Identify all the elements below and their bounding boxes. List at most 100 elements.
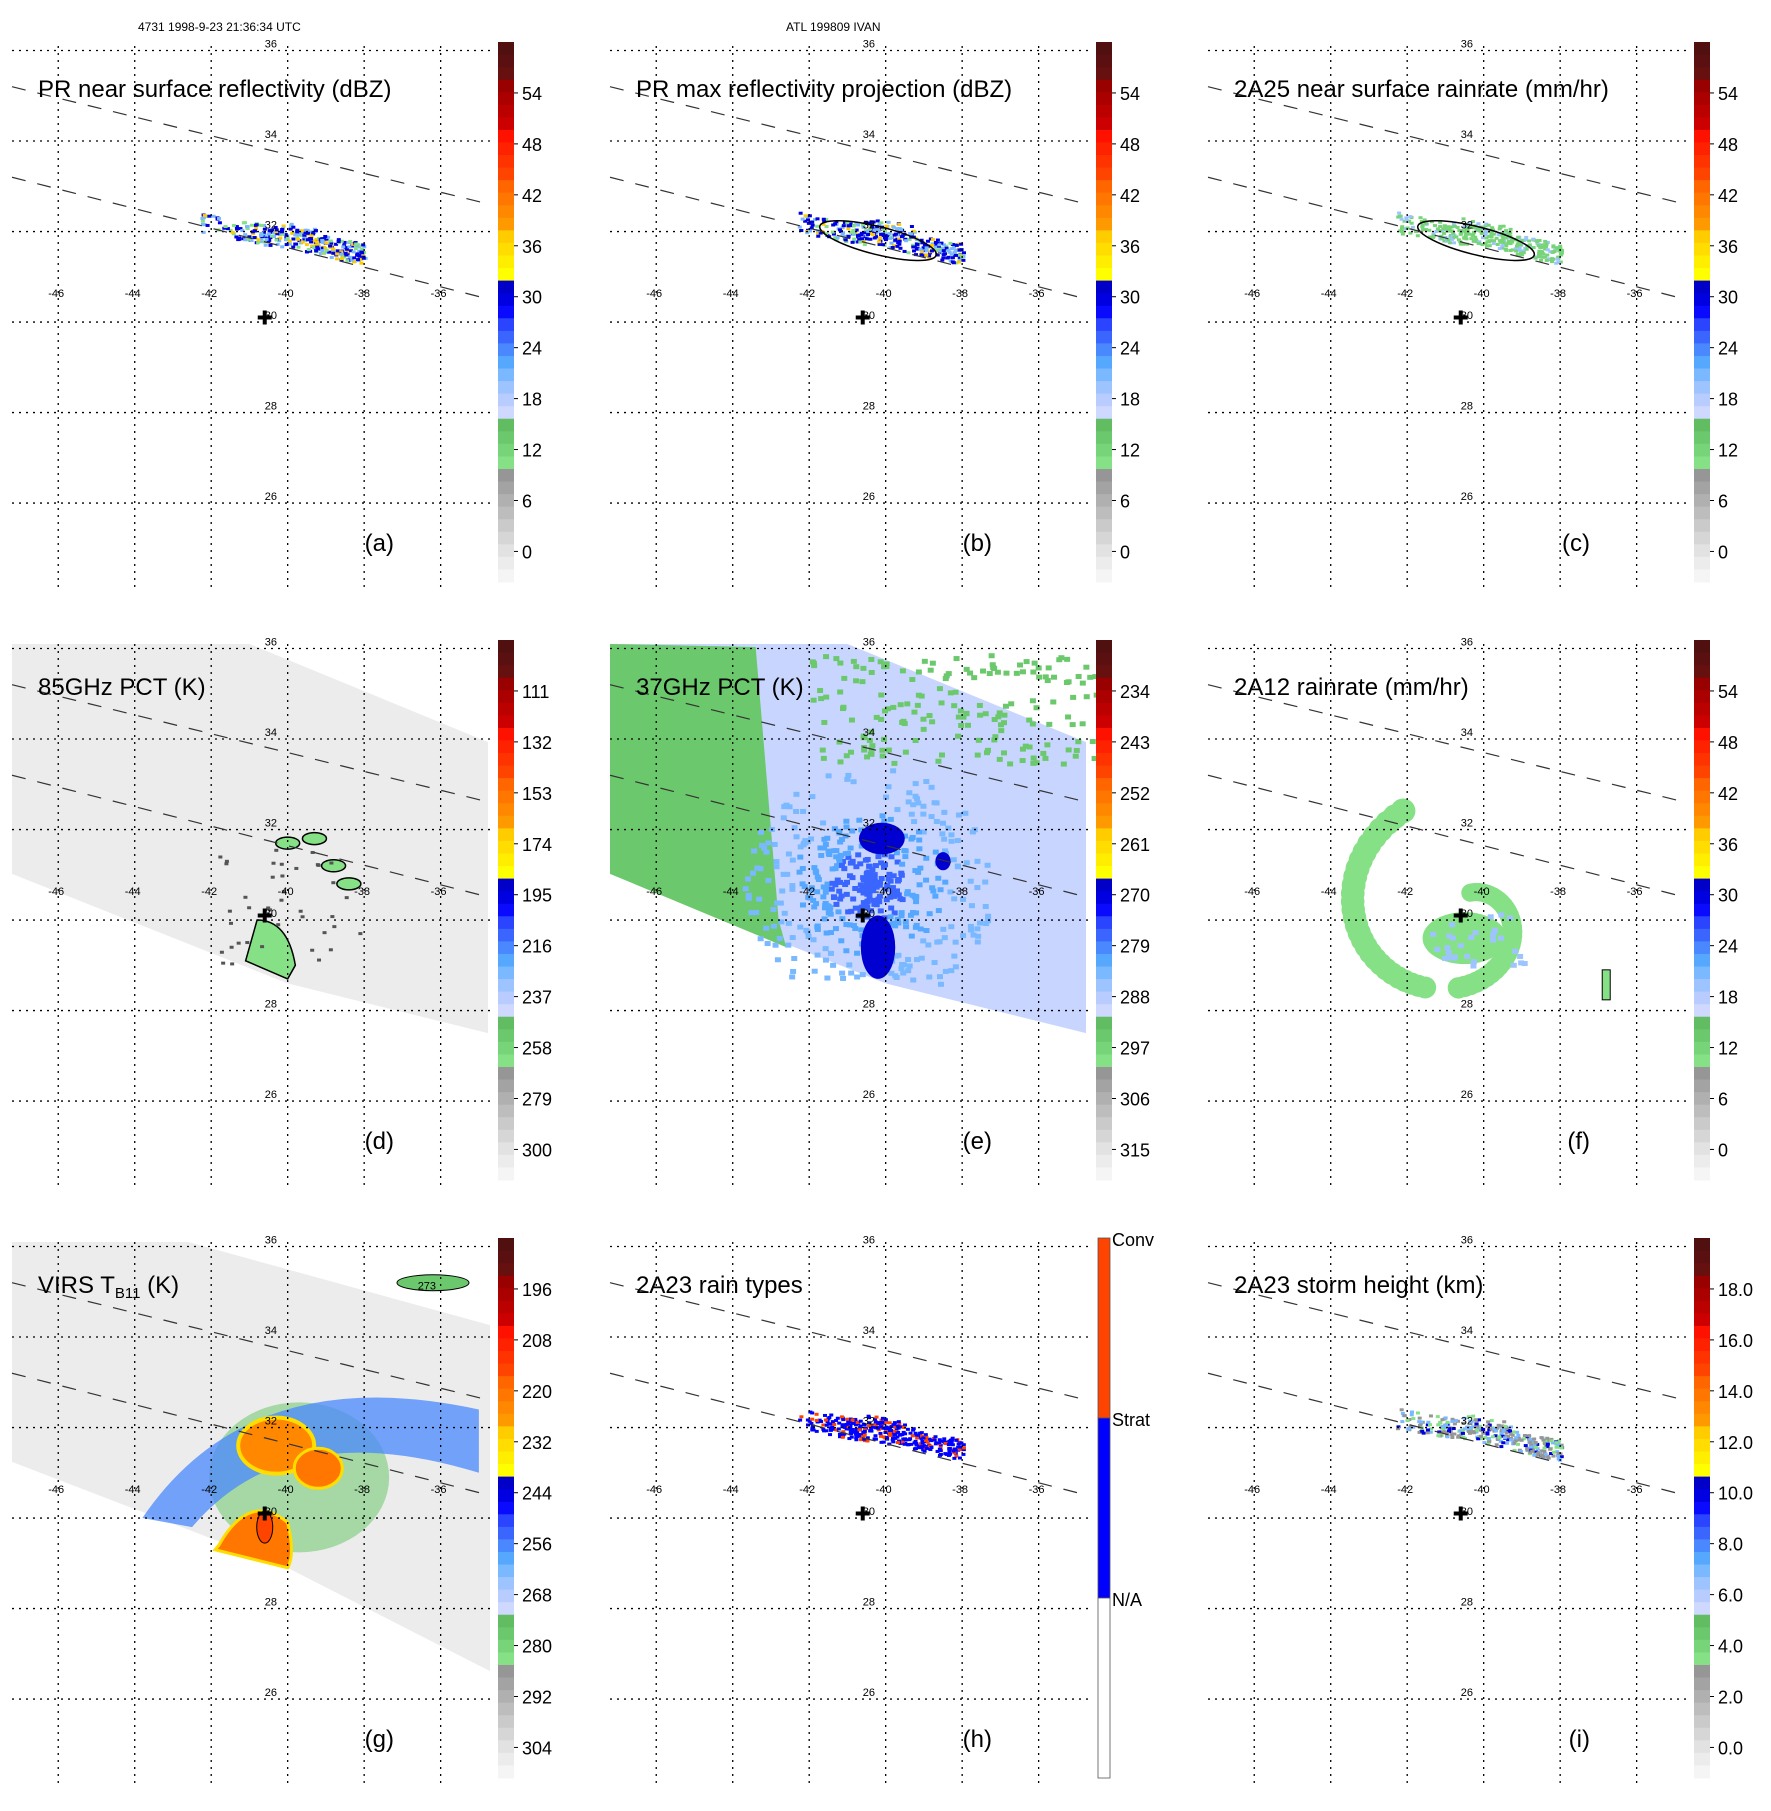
colorbar-cell — [1096, 506, 1112, 520]
data-pixel — [1513, 1439, 1518, 1443]
data-pixel — [1539, 1449, 1544, 1453]
data-pixel — [1442, 224, 1447, 228]
data-pixel — [322, 239, 327, 243]
colorbar-cell — [498, 1016, 514, 1030]
lon-tick-label: -42 — [799, 886, 815, 898]
data-pixel — [806, 218, 811, 222]
storm-center-marker — [257, 908, 272, 923]
data-pixel — [837, 228, 842, 232]
data-pixel — [845, 221, 850, 225]
data-pixel — [798, 211, 803, 215]
data-pixel — [1519, 238, 1524, 242]
data-pixel — [867, 227, 872, 231]
data-pixel — [320, 249, 325, 253]
data-pixel — [753, 910, 760, 916]
colorbar-cell — [498, 1300, 514, 1314]
colorbar-cell — [1694, 840, 1710, 854]
data-pixel — [1452, 1422, 1457, 1426]
data-pixel — [883, 238, 888, 242]
data-pixel — [810, 1424, 815, 1428]
data-pixel — [290, 231, 295, 235]
data-pixel — [1026, 717, 1033, 723]
data-pixel — [858, 822, 905, 855]
data-pixel — [912, 893, 919, 899]
data-pixel — [1487, 1439, 1492, 1443]
data-pixel — [1455, 225, 1460, 229]
lon-tick-label: -38 — [1550, 1484, 1566, 1496]
colorbar-tick-label: 256 — [522, 1535, 552, 1555]
data-pixel — [915, 869, 922, 875]
data-pixel — [759, 842, 766, 848]
colorbar-cell — [1694, 753, 1710, 767]
data-pixel — [954, 1454, 959, 1458]
data-pixel — [817, 688, 824, 694]
data-pixel — [1459, 231, 1464, 235]
data-pixel — [1516, 235, 1521, 239]
data-pixel — [868, 232, 873, 236]
data-pixel — [907, 912, 914, 918]
data-pixel — [323, 234, 328, 238]
colorbar-cell — [498, 1313, 514, 1327]
data-pixel — [785, 920, 792, 926]
data-pixel — [773, 859, 780, 865]
data-pixel — [270, 875, 275, 879]
data-pixel — [941, 836, 948, 842]
chart-i: -46-44-42-40-38-3636343230282618.016.014… — [1207, 1235, 1753, 1786]
colorbar-cell — [498, 1413, 514, 1427]
data-pixel — [834, 1418, 839, 1422]
data-pixel — [249, 238, 254, 242]
data-pixel — [1438, 224, 1443, 228]
data-pixel — [923, 779, 930, 785]
data-pixel — [967, 878, 974, 884]
data-pixel — [929, 243, 934, 247]
data-pixel — [1438, 220, 1443, 224]
data-pixel — [1447, 226, 1452, 230]
lat-tick-label: 28 — [265, 1597, 277, 1609]
data-pixel — [789, 883, 796, 889]
colorbar-cell — [498, 431, 514, 445]
data-pixel — [955, 733, 962, 739]
storm-center-marker — [257, 310, 272, 325]
data-pixel — [1497, 1435, 1502, 1439]
data-pixel — [950, 857, 957, 863]
data-pixel — [827, 911, 834, 917]
colorbar-tick-label: 6 — [1718, 1089, 1728, 1109]
data-pixel — [267, 238, 272, 242]
colorbar-cell — [1096, 468, 1112, 483]
data-pixel — [960, 896, 967, 902]
colorbar-cell — [1694, 803, 1710, 817]
data-pixel — [836, 888, 843, 894]
data-pixel — [1542, 1449, 1547, 1453]
data-pixel — [861, 223, 866, 227]
data-pixel — [820, 820, 827, 826]
colorbar-cell — [1694, 1589, 1710, 1603]
data-pixel — [344, 247, 349, 251]
data-pixel — [320, 238, 325, 242]
data-pixel — [1510, 238, 1515, 242]
tick-labels: -46-44-42-40-38-36363432302826 — [48, 39, 446, 504]
data-pixel — [910, 802, 917, 808]
data-pixel — [942, 243, 947, 247]
data-pixel — [902, 848, 909, 854]
data-pixel — [933, 1435, 938, 1439]
colorbar-tick-label: 288 — [1120, 988, 1150, 1008]
data-pixel — [1415, 1411, 1420, 1415]
colorbar-cell — [1694, 104, 1710, 118]
data-pixel — [1498, 1439, 1503, 1443]
data-pixel — [897, 702, 904, 708]
data-pixel — [223, 225, 228, 229]
data-pixel — [854, 974, 861, 980]
data-pixel — [276, 923, 281, 927]
data-pixel — [1453, 1418, 1458, 1422]
data-pixel — [201, 222, 206, 226]
colorbar-cell — [1694, 1154, 1710, 1168]
colorbar-cell — [498, 1325, 514, 1339]
data-pixel — [903, 1423, 908, 1427]
grid — [1207, 1242, 1687, 1786]
colorbar-cell — [1694, 1313, 1710, 1327]
data-pixel — [1500, 246, 1505, 250]
data-pixel — [891, 225, 896, 229]
colorbar-cell — [498, 1104, 514, 1118]
data-pixel — [1420, 1429, 1425, 1433]
